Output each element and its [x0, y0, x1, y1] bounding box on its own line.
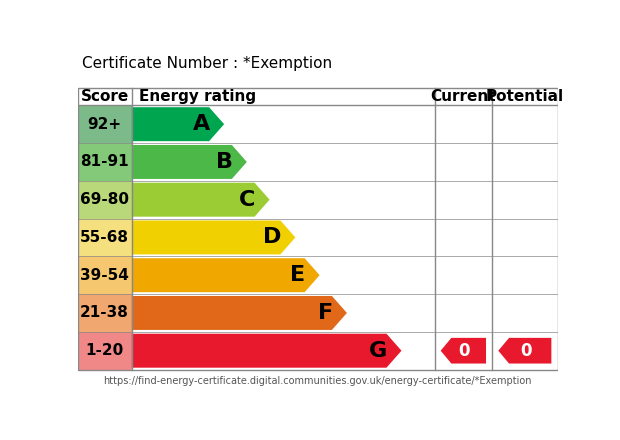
Text: Potential: Potential: [486, 89, 564, 104]
Text: Current: Current: [430, 89, 496, 104]
Text: 81-91: 81-91: [81, 154, 129, 169]
Polygon shape: [132, 107, 224, 141]
Text: 69-80: 69-80: [80, 192, 129, 207]
Text: 39-54: 39-54: [80, 268, 129, 282]
Polygon shape: [132, 220, 295, 254]
Polygon shape: [132, 334, 402, 368]
Text: G: G: [369, 341, 388, 361]
Text: Score: Score: [81, 89, 129, 104]
Text: C: C: [239, 190, 255, 210]
Polygon shape: [498, 338, 551, 363]
Bar: [78, 294, 132, 332]
Bar: [78, 257, 132, 294]
Text: D: D: [263, 227, 281, 247]
Text: Certificate Number : *Exemption: Certificate Number : *Exemption: [82, 56, 332, 71]
Bar: [78, 143, 132, 181]
Bar: [78, 105, 132, 143]
Text: 1-20: 1-20: [86, 343, 124, 358]
Polygon shape: [132, 183, 270, 216]
Polygon shape: [441, 338, 486, 363]
Text: 92+: 92+: [87, 117, 122, 132]
Text: F: F: [317, 303, 333, 323]
Text: 0: 0: [459, 342, 470, 360]
Text: 0: 0: [520, 342, 532, 360]
Text: Energy rating: Energy rating: [139, 89, 256, 104]
Text: 55-68: 55-68: [80, 230, 129, 245]
Polygon shape: [132, 258, 319, 292]
Bar: [78, 181, 132, 219]
Text: A: A: [193, 114, 210, 134]
Bar: [78, 219, 132, 257]
Bar: [78, 88, 558, 105]
Bar: [78, 88, 558, 370]
Text: E: E: [290, 265, 306, 285]
Text: https://find-energy-certificate.digital.communities.gov.uk/energy-certificate/*E: https://find-energy-certificate.digital.…: [104, 375, 532, 385]
Polygon shape: [132, 296, 347, 330]
Text: B: B: [216, 152, 232, 172]
Text: 21-38: 21-38: [80, 305, 129, 320]
Polygon shape: [132, 145, 247, 179]
Bar: [78, 332, 132, 370]
